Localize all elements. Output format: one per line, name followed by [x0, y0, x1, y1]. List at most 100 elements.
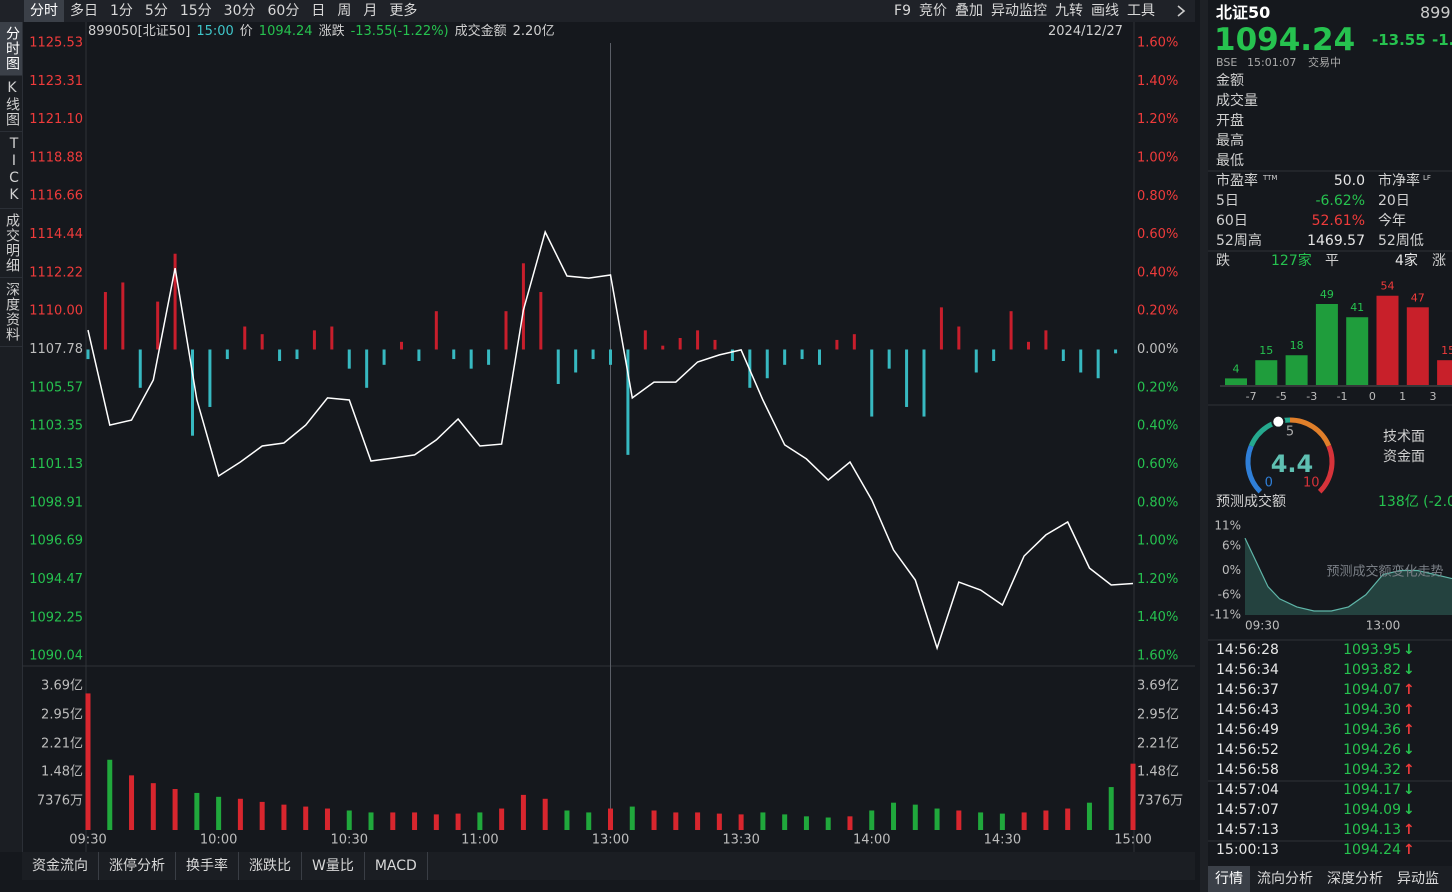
- mini-x-tick-label: 09:30: [1245, 619, 1280, 633]
- volume-bar: [1130, 763, 1136, 830]
- volume-bar: [455, 813, 461, 830]
- volume-tick-label-right: 1.48亿: [1137, 765, 1179, 780]
- y-tick-label: 1098.91: [29, 495, 83, 510]
- period-tab[interactable]: 分时: [24, 0, 64, 22]
- dist-bar: [1315, 304, 1338, 385]
- tick-time: 14:56:52: [1216, 742, 1279, 758]
- volume-bar: [129, 775, 135, 830]
- tick-time: 14:56:34: [1216, 662, 1279, 678]
- momentum-bar: [469, 349, 473, 369]
- dist-bar: [1225, 378, 1247, 385]
- change-pct: -1.: [1432, 31, 1452, 49]
- y2-tick-label: 0.80%: [1137, 495, 1178, 510]
- info-line: 899050[北证50] 15:00 价 1094.24 涨跌 -13.55(-1.22%…: [88, 22, 1133, 41]
- momentum-bar: [574, 349, 578, 373]
- volume-bar: [651, 810, 657, 830]
- quote-panel: [1200, 0, 1452, 892]
- panel-tab[interactable]: 异动监: [1397, 871, 1439, 887]
- period-tab[interactable]: 日: [311, 3, 326, 19]
- gauge-value: 4.4: [1271, 450, 1314, 478]
- period-tab[interactable]: 多日: [70, 3, 98, 19]
- period-tab[interactable]: 更多: [389, 3, 418, 19]
- x-tick-label: 09:30: [69, 833, 106, 848]
- tool-button[interactable]: F9: [894, 3, 911, 19]
- forecast-label: 预测成交额: [1216, 494, 1286, 510]
- tool-button[interactable]: 工具: [1127, 3, 1155, 19]
- volume-bar: [324, 808, 330, 830]
- panel-tab[interactable]: 深度分析: [1327, 871, 1383, 887]
- volume-bar: [1108, 787, 1114, 830]
- gauge-label: 资金面: [1383, 449, 1425, 465]
- dist-value-label: 15: [1441, 344, 1452, 357]
- indicator-tab[interactable]: 涨停分析: [99, 852, 176, 880]
- x-tick-label: 15:00: [1114, 833, 1151, 848]
- volume-bar: [869, 810, 875, 830]
- x-tick-label: 10:30: [331, 833, 368, 848]
- mini-y-tick-label: -6%: [1218, 587, 1241, 601]
- tool-button[interactable]: 画线: [1091, 3, 1119, 19]
- dist-bin-label: -5: [1276, 390, 1287, 403]
- sidebar-tab[interactable]: TICK: [0, 132, 22, 209]
- y2-tick-label: 1.40%: [1137, 74, 1178, 89]
- volume-bar: [542, 798, 548, 830]
- volume-bar: [891, 802, 897, 830]
- volume-tick-label-right: 7376万: [1137, 794, 1183, 809]
- momentum-bar: [103, 292, 107, 350]
- sidebar-tab[interactable]: 深度资料: [0, 278, 22, 347]
- momentum-bar: [696, 330, 700, 350]
- period-tab[interactable]: 5分: [144, 3, 168, 19]
- sidebar-tab[interactable]: 成交明细: [0, 209, 22, 278]
- info-time: 15:00: [196, 24, 234, 39]
- dist-bin-label: 1: [1399, 390, 1406, 403]
- tool-button[interactable]: 异动监控: [991, 3, 1047, 19]
- volume-bar: [499, 808, 505, 830]
- breadth-flat: 4家: [1395, 253, 1418, 269]
- volume-tick-label-right: 2.21亿: [1137, 736, 1179, 751]
- y-tick-label: 1105.57: [29, 380, 83, 395]
- sidebar-tab[interactable]: 分时图: [0, 22, 22, 76]
- panel-tab[interactable]: 流向分析: [1257, 871, 1313, 887]
- momentum-bar: [887, 349, 891, 369]
- period-tab[interactable]: 1分: [110, 3, 133, 19]
- indicator-tab[interactable]: W量比: [302, 852, 365, 880]
- momentum-bar: [434, 311, 438, 350]
- tick-price: 1094.36: [1343, 722, 1401, 738]
- period-tab[interactable]: 周: [337, 3, 352, 19]
- momentum-bar: [939, 307, 943, 350]
- x-tick-label: 14:00: [853, 833, 890, 848]
- momentum-bar: [121, 282, 125, 350]
- field-label: 成交量: [1216, 93, 1258, 109]
- period-tab[interactable]: 月: [363, 3, 378, 19]
- volume-bar: [608, 808, 613, 830]
- tool-button[interactable]: 竞价: [919, 3, 947, 19]
- y2-tick-label: 1.20%: [1137, 572, 1178, 587]
- tool-button[interactable]: 九转: [1055, 3, 1083, 19]
- sidebar-tab[interactable]: K线图: [0, 76, 22, 132]
- dist-bar: [1437, 360, 1452, 385]
- momentum-bar: [1114, 349, 1118, 354]
- tool-buttons: F9 竞价 叠加 异动监控 九转 画线 工具: [890, 0, 1159, 22]
- indicator-tab[interactable]: 换手率: [176, 852, 239, 880]
- collapse-icon[interactable]: [1173, 3, 1189, 19]
- indicator-tab[interactable]: 涨跌比: [239, 852, 302, 880]
- momentum-bar: [330, 326, 334, 350]
- indicator-tab[interactable]: 资金流向: [22, 852, 99, 880]
- y2-tick-label: 1.00%: [1137, 534, 1178, 549]
- volume-bar: [1086, 802, 1092, 830]
- period-tab[interactable]: 30分: [223, 3, 256, 19]
- tick-arrow: ↑: [1403, 682, 1415, 698]
- tick-arrow: ↓: [1403, 642, 1415, 658]
- period-tab[interactable]: 60分: [267, 3, 300, 19]
- index-name: 北证50: [1216, 3, 1271, 22]
- gauge-tick-label: 0: [1265, 476, 1273, 491]
- volume-bar: [564, 810, 570, 830]
- volume-bar: [782, 814, 788, 830]
- period-tab[interactable]: 15分: [179, 3, 212, 19]
- mini-x-tick-label: 13:00: [1366, 619, 1401, 633]
- tool-button[interactable]: 叠加: [955, 3, 983, 19]
- momentum-bar: [678, 338, 682, 350]
- panel-tab[interactable]: 行情: [1208, 866, 1250, 892]
- indicator-tab[interactable]: MACD: [365, 852, 428, 880]
- momentum-bar: [86, 349, 90, 360]
